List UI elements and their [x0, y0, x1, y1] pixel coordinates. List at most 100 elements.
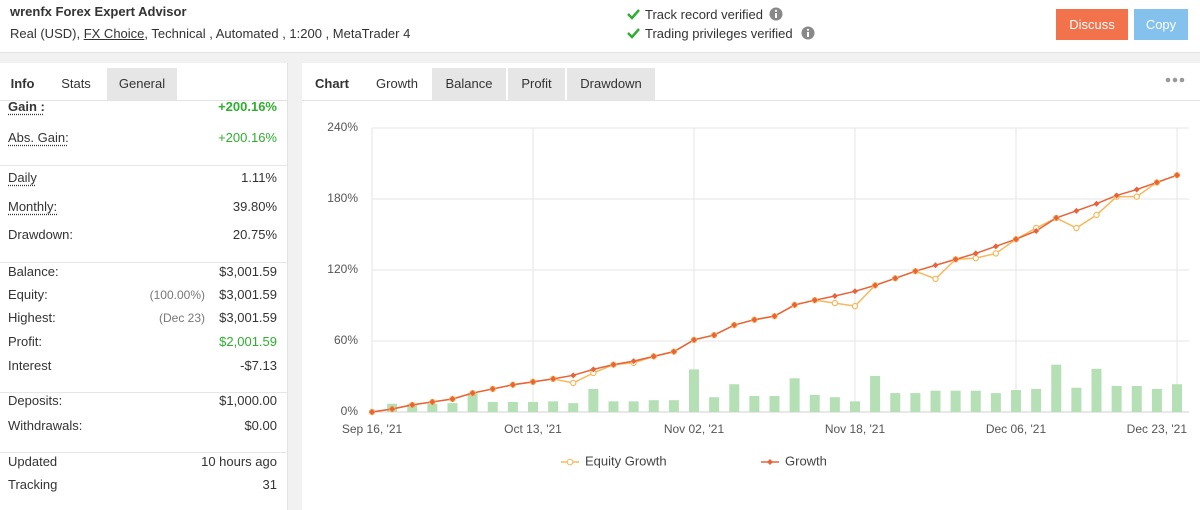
copy-button[interactable]: Copy [1134, 9, 1188, 40]
point [972, 250, 979, 257]
tab-underline [302, 100, 1200, 101]
stat-label: Balance: [8, 264, 59, 279]
info-icon-stem [807, 32, 809, 37]
point [1133, 186, 1140, 193]
stat-row: Profit: $2,001.59 [0, 332, 287, 352]
point [691, 336, 697, 343]
bar [1071, 387, 1082, 412]
stat-label: Tracking [8, 477, 58, 492]
stat-value: 31 [262, 477, 277, 492]
tab[interactable]: General [107, 68, 177, 100]
stat-row: Tracking 31 [0, 475, 287, 495]
subtitle-text: Real (USD), [10, 26, 81, 41]
separator [0, 452, 287, 453]
stat-label: Deposits: [8, 393, 63, 408]
point [1093, 211, 1100, 219]
point [1013, 236, 1019, 243]
bar [467, 393, 478, 412]
stat-row: Abs. Gain: +200.16% [0, 128, 287, 148]
point [952, 256, 959, 263]
point [1174, 172, 1180, 179]
point [932, 275, 939, 283]
point [912, 268, 919, 275]
stat-row: Highest: (Dec 23) $3,001.59 [0, 308, 287, 328]
stat-value: -$7.13 [240, 358, 277, 373]
point [570, 379, 577, 387]
bar [809, 394, 820, 412]
tab[interactable]: Drawdown [567, 68, 655, 100]
point [1073, 207, 1080, 214]
legend-marker [767, 459, 773, 465]
stat-value: 1.11% [241, 170, 277, 185]
discuss-button[interactable]: Discuss [1056, 9, 1128, 40]
point [731, 322, 738, 329]
point [992, 243, 999, 250]
x-tick-label: Sep 16, '21 [342, 422, 403, 436]
tab-active[interactable]: Stats [61, 76, 91, 91]
stat-value: 39.80% [232, 199, 277, 214]
bar [628, 401, 639, 412]
stat-label: Updated [8, 454, 58, 469]
bar [789, 378, 800, 412]
verification: Track record verified [645, 7, 763, 22]
menu-button[interactable] [1164, 75, 1188, 85]
bar [528, 401, 538, 412]
subtitle: Real (USD), FX Choice, Technical , Autom… [10, 26, 410, 41]
y-tick-label: 120% [327, 262, 358, 276]
legend-label: Growth [785, 453, 827, 468]
bar [1011, 390, 1021, 412]
point [932, 262, 939, 269]
info-icon-dot [806, 28, 810, 31]
tab[interactable]: Balance [432, 68, 506, 100]
tab-active[interactable]: Growth [376, 76, 418, 91]
bar [689, 369, 699, 412]
stat-note: (Dec 23) [158, 311, 205, 325]
stat-value: $3,001.59 [219, 264, 277, 279]
point [409, 401, 416, 408]
y-tick-label: 60% [334, 333, 358, 347]
bar [870, 375, 881, 412]
point [389, 406, 396, 413]
stat-label: Abs. Gain: [8, 130, 69, 145]
point [469, 390, 476, 397]
point [872, 282, 879, 289]
bar [1091, 368, 1102, 412]
point [369, 409, 375, 415]
separator [0, 262, 287, 263]
point [711, 332, 718, 339]
bar [648, 400, 659, 412]
stat-value: $3,001.59 [219, 287, 277, 302]
bar [1151, 388, 1162, 412]
bar [749, 396, 760, 412]
bar [568, 403, 579, 412]
y-tick-label: 180% [327, 191, 358, 205]
point [831, 299, 839, 307]
bar [548, 401, 559, 412]
bar [729, 384, 740, 412]
y-tick-label: 0% [341, 404, 359, 418]
chart-panel: Chart Growth Balance Profit Drawdown 0% 6… [302, 63, 1200, 510]
verification: Trading privileges verified [645, 26, 793, 41]
point [590, 366, 597, 373]
point [1053, 214, 1060, 221]
point [1073, 224, 1080, 232]
bar [588, 388, 599, 412]
stat-row: Updated 10 hours ago [0, 452, 287, 472]
broker-link[interactable]: FX Choice [83, 26, 145, 41]
bar [829, 397, 840, 412]
tab[interactable]: Info [10, 76, 35, 91]
stat-value: $0.00 [244, 418, 277, 433]
tab[interactable]: Profit [508, 68, 565, 100]
x-tick-label: Dec 06, '21 [986, 422, 1047, 436]
y-tick-label: 240% [327, 120, 358, 134]
stat-label: Daily [8, 170, 37, 185]
tab[interactable]: Chart [315, 76, 349, 91]
stat-value: +200.16% [218, 130, 277, 145]
separator [0, 165, 287, 166]
point [771, 313, 778, 320]
point [791, 301, 798, 308]
point [1033, 227, 1040, 234]
stat-value: 20.75% [232, 227, 277, 242]
legend-marker [566, 458, 574, 466]
point [550, 375, 557, 382]
